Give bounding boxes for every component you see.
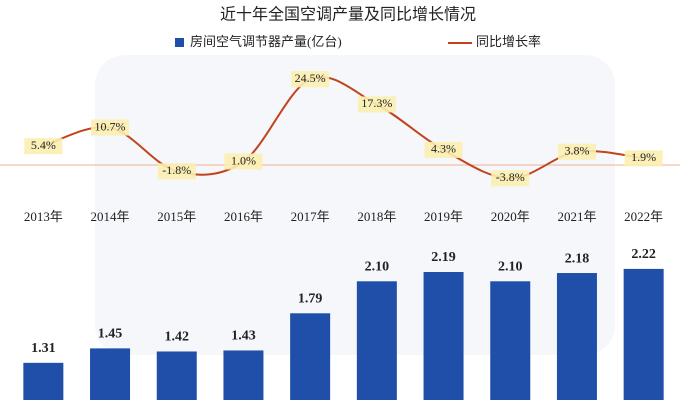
bar bbox=[356, 281, 397, 400]
chart-title: 近十年全国空调产量及同比增长情况 bbox=[220, 6, 476, 24]
line-value-label: 4.3% bbox=[431, 142, 456, 156]
label-bg bbox=[291, 71, 330, 88]
bar-value-label: 1.31 bbox=[31, 341, 56, 356]
line-value-label: -3.8% bbox=[496, 170, 525, 184]
bar bbox=[90, 348, 131, 400]
x-tick-label: 2016年 bbox=[224, 209, 263, 224]
x-tick-label: 2014年 bbox=[91, 209, 130, 224]
line-value-label: 3.8% bbox=[564, 143, 589, 157]
legend-swatch-bar bbox=[175, 38, 184, 47]
x-tick-label: 2013年 bbox=[24, 209, 63, 224]
legend-label: 同比增长率 bbox=[476, 34, 541, 49]
label-bg bbox=[491, 170, 530, 187]
bar-value-label: 1.43 bbox=[231, 329, 256, 344]
line-value-label: 24.5% bbox=[295, 71, 326, 85]
label-bg bbox=[91, 119, 130, 136]
line-value-label: 5.4% bbox=[31, 138, 56, 152]
x-tick-label: 2015年 bbox=[157, 209, 196, 224]
line-value-label: 17.3% bbox=[361, 96, 392, 110]
line-value-label: 1.9% bbox=[631, 150, 656, 164]
x-tick-label: 2021年 bbox=[557, 209, 596, 224]
line bbox=[43, 76, 644, 180]
label-bg bbox=[424, 141, 463, 158]
x-tick-label: 2017年 bbox=[291, 209, 330, 224]
x-tick-label: 2022年 bbox=[624, 209, 663, 224]
bar bbox=[490, 281, 531, 400]
bar-value-label: 1.42 bbox=[165, 330, 190, 345]
bar-value-label: 1.45 bbox=[98, 327, 123, 342]
bar-value-label: 2.10 bbox=[498, 260, 523, 275]
bar bbox=[23, 362, 64, 400]
x-tick-label: 2020年 bbox=[491, 209, 530, 224]
bar bbox=[223, 350, 264, 400]
bar-value-label: 2.10 bbox=[365, 260, 390, 275]
bar bbox=[556, 273, 597, 400]
bar bbox=[290, 313, 331, 400]
x-tick-label: 2018年 bbox=[357, 209, 396, 224]
label-bg bbox=[624, 150, 663, 167]
x-tick-label: 2019年 bbox=[424, 209, 463, 224]
bar bbox=[423, 272, 464, 400]
bar bbox=[156, 351, 197, 400]
label-bg bbox=[357, 96, 396, 113]
bar bbox=[623, 268, 664, 400]
background-decoration bbox=[95, 55, 615, 355]
line-value-label: 1.0% bbox=[231, 153, 256, 167]
label-bg bbox=[557, 143, 596, 160]
label-bg bbox=[157, 163, 196, 180]
legend-label: 房间空气调节器产量(亿台) bbox=[190, 34, 342, 49]
label-bg bbox=[224, 153, 263, 170]
bar-value-label: 2.19 bbox=[431, 250, 456, 265]
label-bg bbox=[24, 138, 63, 155]
line-value-label: 10.7% bbox=[95, 119, 126, 133]
bar-value-label: 2.22 bbox=[631, 247, 656, 262]
line-value-label: -1.8% bbox=[162, 163, 191, 177]
bar-value-label: 1.79 bbox=[298, 292, 323, 307]
bar-value-label: 2.18 bbox=[565, 251, 590, 266]
